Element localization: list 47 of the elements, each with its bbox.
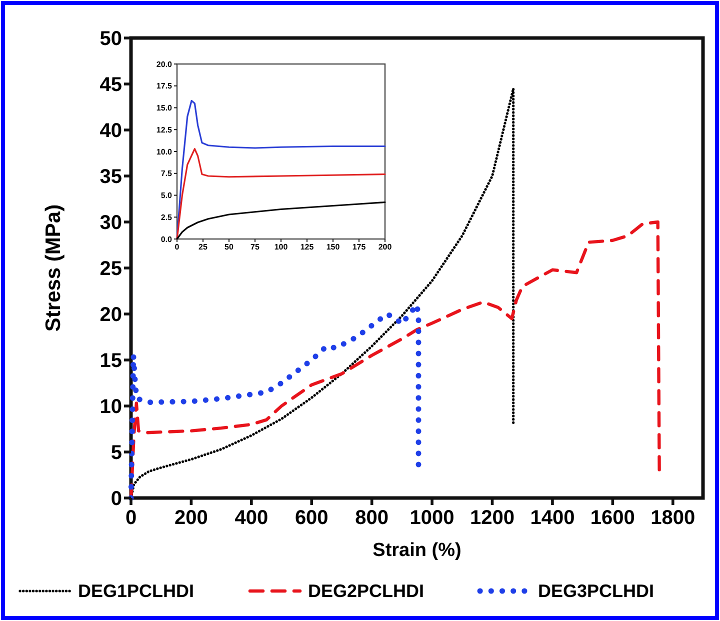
y-tick-label: 30 bbox=[100, 212, 122, 234]
x-tick-label: 150 bbox=[326, 242, 340, 252]
y-tick-label: 17.5 bbox=[156, 82, 173, 91]
legend-label: DEG2PCLHDI bbox=[308, 581, 424, 601]
line-series bbox=[176, 100, 386, 240]
legend-label: DEG1PCLHDI bbox=[78, 581, 194, 601]
y-tick-label: 25 bbox=[100, 258, 122, 280]
x-tick-label: 175 bbox=[352, 242, 366, 252]
x-tick-label: 200 bbox=[378, 242, 392, 252]
x-tick-label: 100 bbox=[274, 242, 288, 252]
y-tick-label: 10.0 bbox=[156, 147, 173, 156]
y-tick-label: 0 bbox=[110, 488, 122, 510]
y-axis-title: Stress (MPa) bbox=[42, 204, 65, 332]
x-tick-label: 600 bbox=[294, 507, 328, 529]
y-tick-label: 40 bbox=[100, 120, 122, 142]
legend-label: DEG3PCLHDI bbox=[538, 581, 654, 601]
y-tick-label: 12.5 bbox=[156, 125, 173, 134]
x-tick-label: 1800 bbox=[650, 507, 696, 529]
x-tick-label: 800 bbox=[355, 507, 389, 529]
y-tick-label: 10 bbox=[100, 396, 122, 418]
y-tick-label: 2.5 bbox=[160, 212, 173, 222]
line-series bbox=[176, 201, 386, 240]
y-tick-label: 45 bbox=[100, 74, 122, 96]
y-tick-label: 5.0 bbox=[160, 191, 173, 200]
x-tick-label: 200 bbox=[174, 507, 208, 529]
x-tick-label: 0 bbox=[125, 507, 137, 529]
x-tick-label: 1200 bbox=[470, 507, 515, 529]
x-tick-label: 1400 bbox=[530, 507, 575, 529]
y-tick-label: 15.0 bbox=[156, 104, 173, 113]
y-tick-label: 15 bbox=[100, 350, 122, 372]
x-tick-label: 75 bbox=[250, 242, 260, 252]
x-tick-label: 25 bbox=[198, 242, 208, 252]
x-tick-label: 125 bbox=[300, 242, 314, 252]
line-series bbox=[176, 148, 386, 240]
y-tick-label: 50 bbox=[100, 28, 122, 50]
y-tick-label: 7.5 bbox=[160, 169, 173, 178]
x-tick-label: 1600 bbox=[590, 507, 635, 529]
x-tick-label: 0 bbox=[174, 242, 180, 252]
x-tick-label: 1000 bbox=[410, 507, 454, 529]
x-axis-title: Strain (%) bbox=[372, 540, 462, 561]
y-tick-label: 20 bbox=[100, 304, 122, 326]
x-tick-label: 400 bbox=[234, 507, 268, 529]
y-tick-label: 20.0 bbox=[156, 60, 173, 69]
y-tick-label: 5 bbox=[110, 442, 122, 464]
y-tick-label: 0.0 bbox=[160, 234, 173, 244]
y-tick-label: 35 bbox=[100, 166, 122, 188]
x-tick-label: 50 bbox=[224, 242, 234, 252]
